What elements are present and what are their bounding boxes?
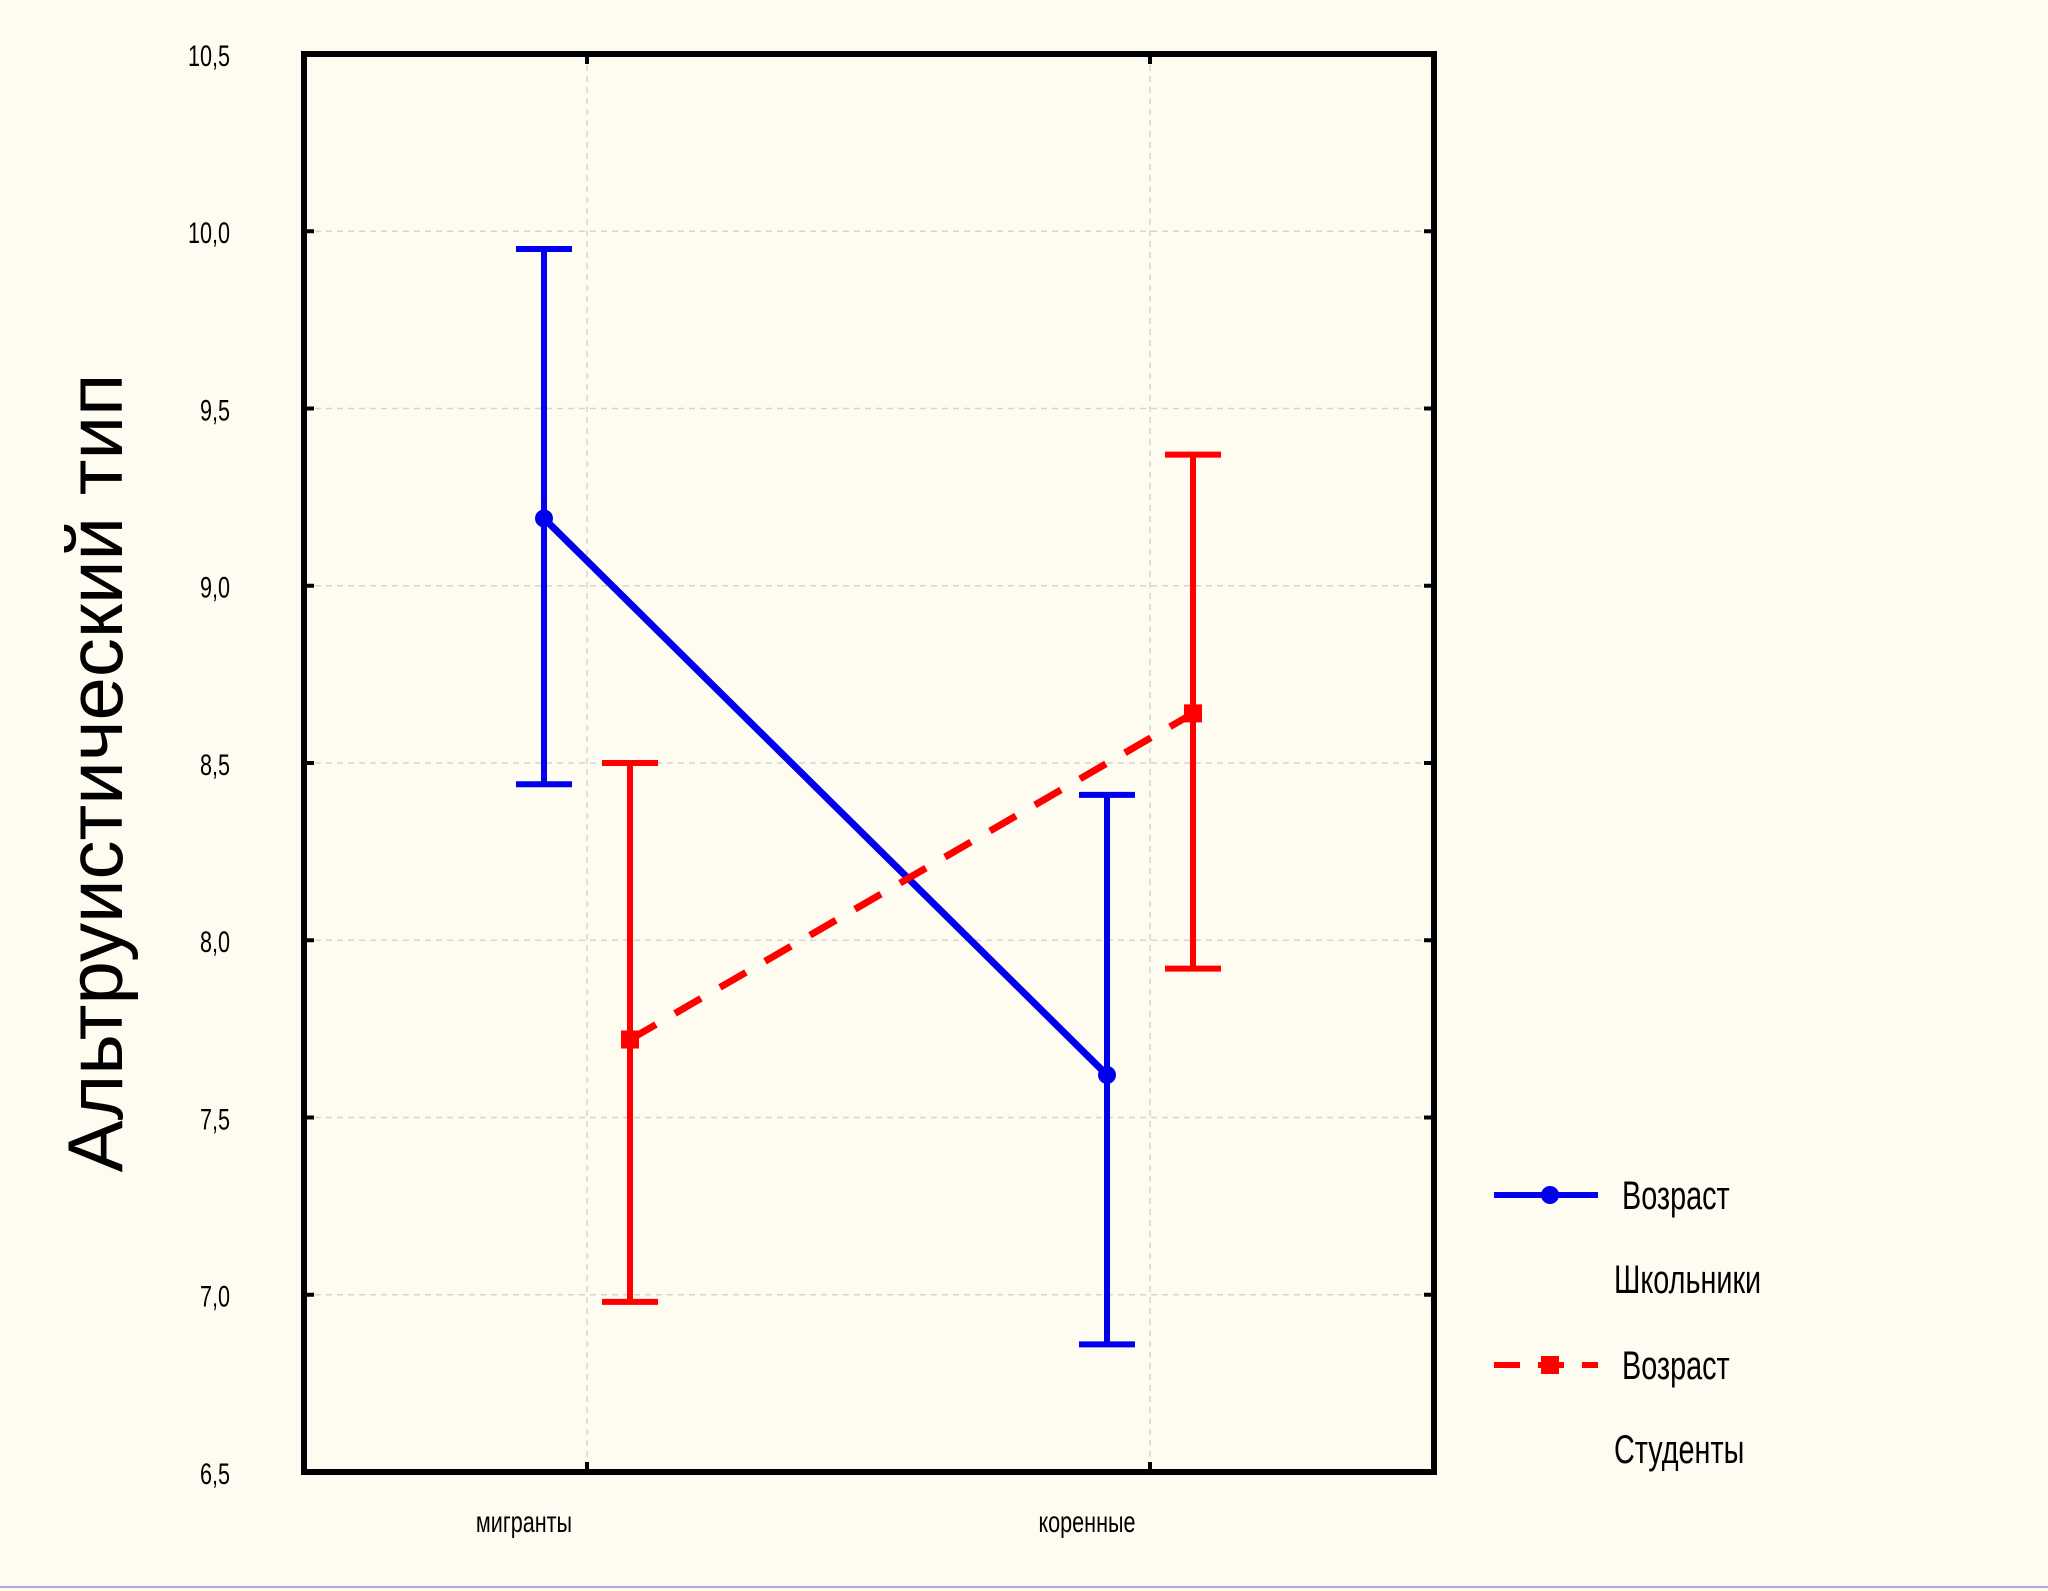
y-tick-label: 8,5 — [200, 747, 230, 781]
x-tick-label: коренные — [1038, 1504, 1135, 1538]
y-tick-label: 10,0 — [188, 216, 230, 250]
legend-label: Школьники — [1614, 1257, 1761, 1302]
y-axis-label: Альтруистический тип — [51, 374, 139, 1173]
y-tick-label: 6,5 — [200, 1456, 230, 1490]
data-point — [1098, 1065, 1116, 1084]
x-axis-ticks: мигранты коренные — [476, 53, 1152, 1539]
data-point — [1184, 704, 1202, 723]
y-axis-ticks: 6,5 7,0 7,5 8,0 8,5 9,0 9,5 10,0 10,5 — [188, 38, 1435, 1491]
series-line — [628, 710, 1195, 1043]
legend: Возраст Школьники Возраст Студенты — [1494, 1173, 1761, 1472]
legend-swatch-marker — [1541, 1356, 1559, 1374]
y-tick-label: 8,0 — [200, 925, 230, 959]
legend-title: Возраст — [1622, 1343, 1730, 1388]
grid-lines — [304, 54, 1434, 1472]
y-tick-label: 7,0 — [200, 1279, 230, 1313]
series-2 — [602, 451, 1221, 1305]
x-tick-label: мигранты — [476, 1504, 572, 1538]
legend-entry-2: Возраст Студенты — [1494, 1343, 1744, 1472]
y-tick-label: 9,0 — [200, 570, 230, 604]
series-layer — [516, 245, 1221, 1348]
series-1 — [516, 245, 1135, 1348]
legend-entry-1: Возраст Школьники — [1494, 1173, 1761, 1302]
legend-title: Возраст — [1622, 1173, 1730, 1218]
y-tick-label: 10,5 — [188, 38, 230, 72]
plot-frame — [301, 51, 1437, 1475]
legend-swatch-marker — [1541, 1186, 1559, 1204]
series-line — [540, 514, 1111, 1079]
legend-label: Студенты — [1614, 1427, 1744, 1472]
data-point — [621, 1030, 639, 1049]
data-point — [535, 509, 553, 528]
y-tick-label: 9,5 — [200, 393, 230, 427]
y-tick-label: 7,5 — [200, 1102, 230, 1136]
